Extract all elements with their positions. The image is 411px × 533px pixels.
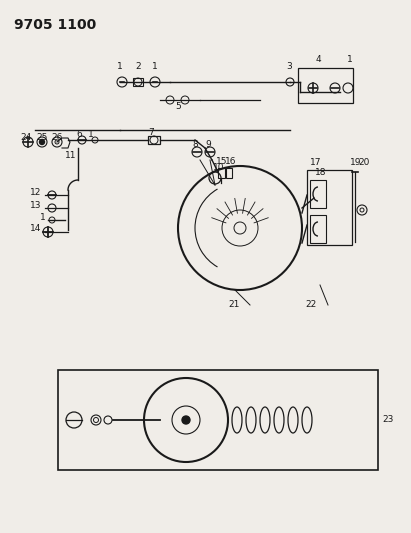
Text: 14: 14 [30, 224, 42, 233]
Text: 1: 1 [40, 213, 46, 222]
Text: 12: 12 [30, 188, 42, 197]
Circle shape [39, 140, 44, 144]
Text: 19: 19 [350, 158, 362, 167]
Text: 9705 1100: 9705 1100 [14, 18, 96, 32]
Text: 1: 1 [88, 130, 94, 139]
Text: 1: 1 [347, 55, 353, 64]
Circle shape [182, 416, 190, 424]
Bar [310, 215, 326, 243]
Text: 6: 6 [76, 130, 82, 139]
Text: 13: 13 [30, 201, 42, 210]
Bar [307, 170, 352, 245]
Text: 8: 8 [192, 140, 198, 149]
Text: 1: 1 [117, 62, 123, 71]
Text: 26: 26 [51, 133, 62, 142]
Bar [310, 180, 326, 208]
Bar [298, 68, 353, 103]
Text: 2: 2 [135, 62, 141, 71]
Bar [218, 168, 225, 178]
Text: 10: 10 [213, 163, 224, 172]
Text: 16: 16 [225, 157, 236, 166]
Text: 5: 5 [175, 102, 181, 111]
Text: 20: 20 [358, 158, 369, 167]
Text: 18: 18 [315, 168, 326, 177]
Text: 22: 22 [305, 300, 316, 309]
Text: 24: 24 [20, 133, 31, 142]
Text: 3: 3 [286, 62, 292, 71]
Bar [58, 370, 378, 470]
Text: 23: 23 [382, 416, 393, 424]
Bar [226, 168, 232, 178]
Text: 21: 21 [228, 300, 239, 309]
Text: 15: 15 [216, 157, 228, 166]
Text: 9: 9 [205, 140, 211, 149]
Text: 7: 7 [148, 128, 154, 137]
Bar [133, 78, 143, 86]
Text: 1: 1 [152, 62, 158, 71]
Text: 17: 17 [310, 158, 321, 167]
Text: 11: 11 [65, 151, 76, 160]
Bar [148, 136, 160, 144]
Text: 4: 4 [316, 55, 322, 64]
Text: 25: 25 [36, 133, 47, 142]
